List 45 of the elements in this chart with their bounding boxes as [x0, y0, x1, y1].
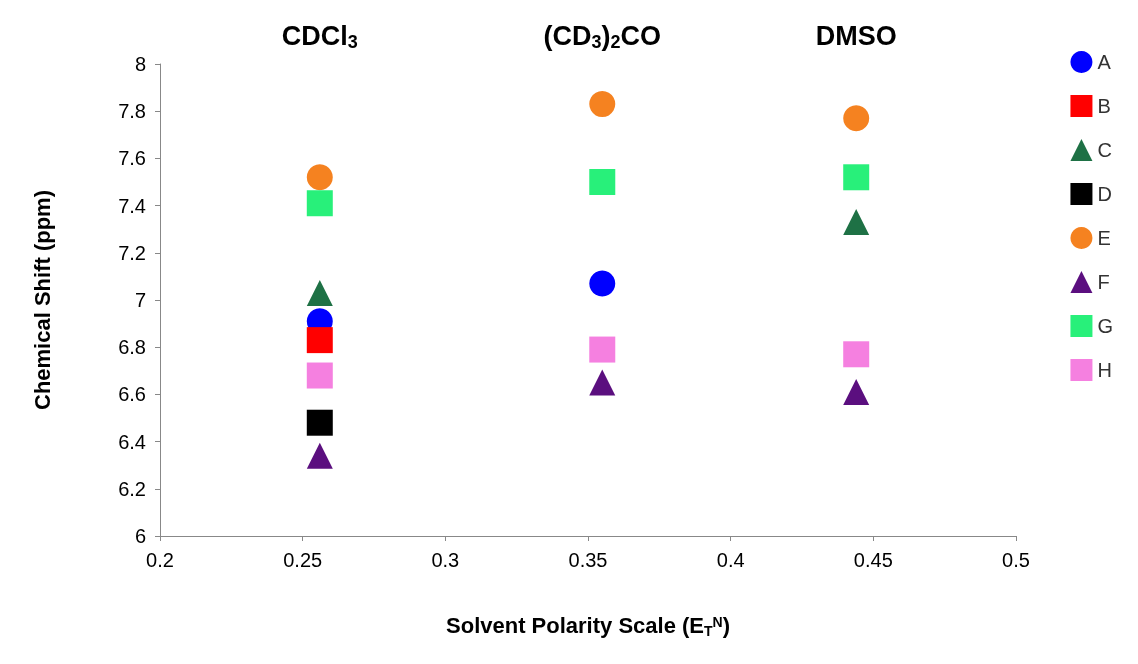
point: [306, 279, 333, 306]
point: [843, 105, 870, 132]
legend-label: D: [1097, 183, 1112, 205]
point: [843, 164, 870, 191]
text: DMSO: [815, 21, 897, 51]
legend-label: H: [1097, 359, 1112, 381]
point: [843, 379, 870, 406]
y-axis-title: Chemical Shift (ppm): [29, 189, 55, 411]
point: [589, 336, 616, 363]
y-tick-label: 7: [134, 289, 146, 311]
point: [306, 409, 333, 436]
point: [843, 341, 870, 368]
y-tick-label: 6: [134, 525, 146, 547]
y-tick-label: 6.6: [118, 383, 146, 406]
legend-label: A: [1097, 51, 1112, 73]
x-tick-label: 0.35: [568, 549, 608, 571]
x-tick-label: 0.5: [1002, 549, 1030, 571]
point: [589, 369, 616, 396]
y-tick-label: 6.4: [118, 430, 146, 453]
x-tick-label: 0.45: [853, 549, 893, 571]
point: [306, 362, 333, 389]
point: [306, 327, 333, 354]
x-tick-label: 0.25: [283, 549, 323, 571]
point: [306, 442, 333, 469]
point: [589, 91, 616, 118]
legend-label: G: [1097, 315, 1114, 337]
y-tick-label: 6.2: [118, 477, 146, 500]
legend-label: F: [1097, 271, 1110, 293]
legend-label: C: [1097, 139, 1112, 161]
point: [306, 190, 333, 217]
x-tick-label: 0.4: [716, 549, 745, 571]
y-tick-label: 7.4: [118, 194, 146, 217]
y-tick-label: 6.8: [118, 336, 146, 359]
legend-label: E: [1097, 227, 1111, 249]
legend-label: B: [1097, 95, 1111, 117]
y-tick-label: 7.8: [118, 100, 146, 123]
point: [589, 169, 616, 195]
x-tick-label: 0.3: [431, 549, 460, 571]
y-tick-label: 7.2: [118, 241, 146, 264]
x-tick-label: 0.2: [146, 549, 174, 571]
point: [843, 209, 870, 236]
point: [306, 164, 333, 191]
y-tick-label: 7.6: [118, 147, 146, 170]
point: [589, 270, 616, 297]
y-tick-label: 8: [134, 53, 146, 75]
